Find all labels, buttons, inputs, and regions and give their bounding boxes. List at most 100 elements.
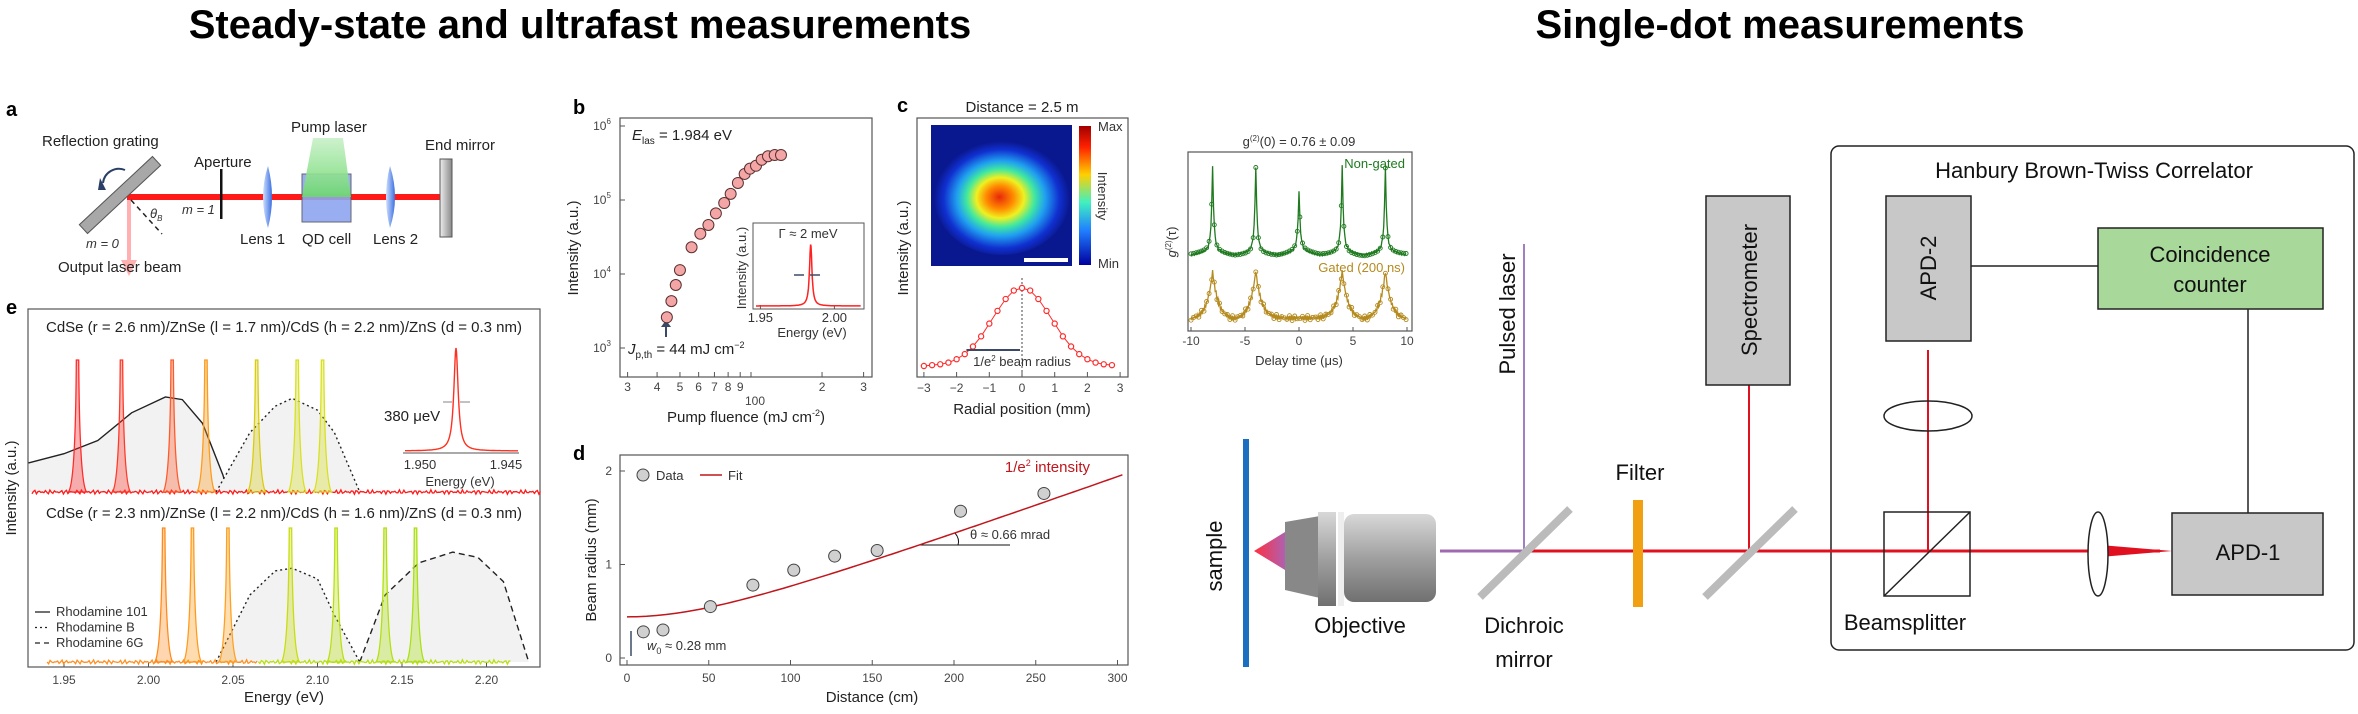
x-tick-label: 50: [702, 671, 716, 685]
divergence-angle-arc: [954, 532, 960, 546]
g2-point: [1367, 312, 1373, 317]
g2-point: [1222, 249, 1228, 255]
label-aperture: Aperture: [194, 154, 252, 171]
g2-point: [1276, 252, 1282, 258]
g2-point: [1261, 249, 1267, 255]
g2-point: [1393, 248, 1399, 254]
g2-point: [1382, 270, 1388, 276]
g2-point: [1274, 312, 1279, 317]
label-dichroic-2: mirror: [1495, 647, 1552, 672]
profile-point: [1035, 295, 1042, 303]
g2-point: [1255, 284, 1261, 289]
lens-apd2-icon: [1883, 400, 1973, 432]
y-tick-label: 1: [605, 558, 612, 572]
panel-letter-b: b: [573, 97, 585, 119]
g2-point: [1310, 249, 1316, 255]
g2-point: [1266, 251, 1272, 257]
label-pump-laser: Pump laser: [291, 119, 367, 136]
beamsplitter-cube: [1883, 511, 1971, 597]
y-tick-label: 105: [593, 191, 611, 207]
grating-normal: [130, 199, 163, 235]
dye-fill: [28, 396, 228, 492]
g2-point: [1357, 314, 1362, 320]
g2-point: [1302, 317, 1308, 323]
g2-point: [1382, 165, 1388, 171]
label-qd-cell: QD cell: [302, 231, 351, 248]
g2-point: [1300, 240, 1305, 246]
x-tick-label: 0: [1019, 381, 1026, 395]
profile-point: [1043, 307, 1050, 315]
profile-point: [953, 356, 960, 363]
g2-point: [1336, 240, 1342, 246]
g2-point: [1206, 291, 1212, 296]
g2-point: [1351, 251, 1357, 257]
g2-point: [1351, 312, 1357, 318]
legend-label: Rhodamine 101: [56, 604, 148, 619]
g2-point: [1320, 316, 1326, 322]
x-tick-label: 200: [944, 671, 964, 685]
rotation-arrow-icon: [102, 167, 126, 184]
g2-point: [1388, 245, 1394, 250]
x-tick-label: -5: [1240, 334, 1251, 348]
profile-point: [1108, 361, 1116, 369]
g2-point: [1206, 238, 1212, 244]
g2-point: [1403, 251, 1409, 256]
label-filter: Filter: [1616, 460, 1665, 485]
g2-point: [1219, 248, 1225, 254]
data-point: [1037, 486, 1051, 500]
profile-point: [1076, 350, 1083, 358]
data-point: [774, 149, 787, 162]
g2-point: [1274, 252, 1279, 258]
g2-point: [1209, 201, 1215, 207]
fit-intensity-label: 1/e2 intensity: [1005, 458, 1091, 476]
pump-beam: [302, 138, 351, 197]
label-lens-1: Lens 1: [240, 231, 285, 248]
profile-point: [945, 359, 952, 366]
g2-point: [1357, 252, 1362, 258]
g2-point: [1341, 223, 1347, 229]
data-point: [731, 176, 744, 189]
g2-point: [1320, 251, 1326, 257]
g2-point: [1222, 311, 1228, 317]
g2-point: [1377, 245, 1383, 251]
x-tick-label: −1: [982, 381, 996, 395]
g2-point: [1318, 251, 1324, 257]
g2-point: [1289, 318, 1295, 323]
y-axis-label: g(2)(τ): [1164, 227, 1179, 258]
label-pulsed-laser: Pulsed laser: [1495, 253, 1520, 374]
y-tick-label: 103: [593, 339, 611, 355]
g2-point: [1300, 313, 1305, 319]
g2-point: [1193, 313, 1199, 319]
g2-point: [1318, 312, 1324, 318]
g2-point: [1338, 203, 1344, 209]
inset-spectrum-line: [405, 347, 518, 452]
g2-point: [1227, 251, 1233, 257]
g2-point: [1380, 284, 1386, 290]
g2-point: [1268, 311, 1274, 317]
label-lens-2: Lens 2: [373, 231, 418, 248]
g2-point: [1237, 313, 1243, 319]
g2-point: [1250, 235, 1256, 241]
apd1-box: [2171, 512, 2324, 596]
inset-y-axis-label: Intensity (a.u.): [734, 227, 749, 309]
output-arrow-icon: [121, 260, 137, 276]
plot-frame: [1187, 151, 1413, 332]
x-tick-label: 300: [1107, 671, 1127, 685]
profile-point: [969, 343, 977, 350]
inset-linewidth-label: 380 μeV: [384, 408, 440, 425]
g2-point: [1250, 286, 1256, 292]
x-axis-label: Pump fluence (mJ cm-2): [667, 408, 825, 426]
g2-point: [1245, 306, 1251, 312]
data-point: [669, 279, 682, 292]
g2-point: [1403, 317, 1409, 323]
panel-letter-d: d: [573, 443, 585, 465]
lasing-peak: [67, 359, 88, 493]
y-axis-label: Beam radius (mm): [583, 498, 600, 621]
g2-point: [1312, 314, 1318, 320]
profile-point: [920, 362, 928, 370]
g2-point: [1388, 296, 1394, 302]
profile-point: [1059, 333, 1067, 340]
lasing-peak: [405, 527, 426, 663]
label-dichroic-1: Dichroic: [1484, 613, 1563, 638]
x-tick-label: 0: [1296, 334, 1303, 348]
